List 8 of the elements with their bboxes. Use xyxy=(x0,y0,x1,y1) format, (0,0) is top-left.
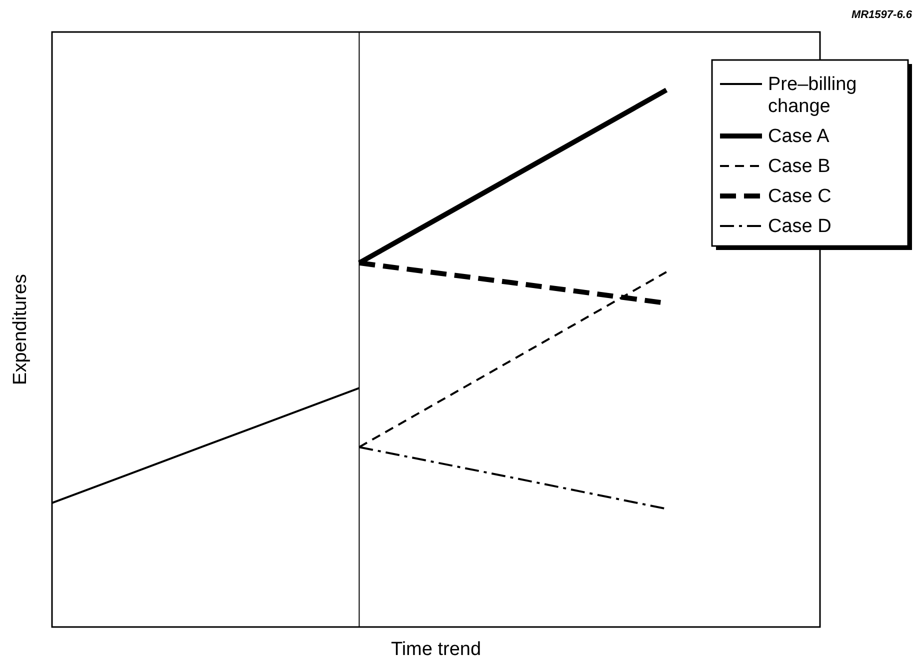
legend-label: Pre–billing change xyxy=(768,74,857,117)
legend-label: Case A xyxy=(768,126,830,147)
legend-label: Case B xyxy=(768,156,830,177)
text: MR1597-6.6 xyxy=(851,9,913,21)
legend-label: Case C xyxy=(768,186,832,207)
y-axis-title: Expenditures xyxy=(10,274,31,385)
legend-label: Case D xyxy=(768,216,832,237)
x-axis-title: Time trend xyxy=(390,639,482,660)
